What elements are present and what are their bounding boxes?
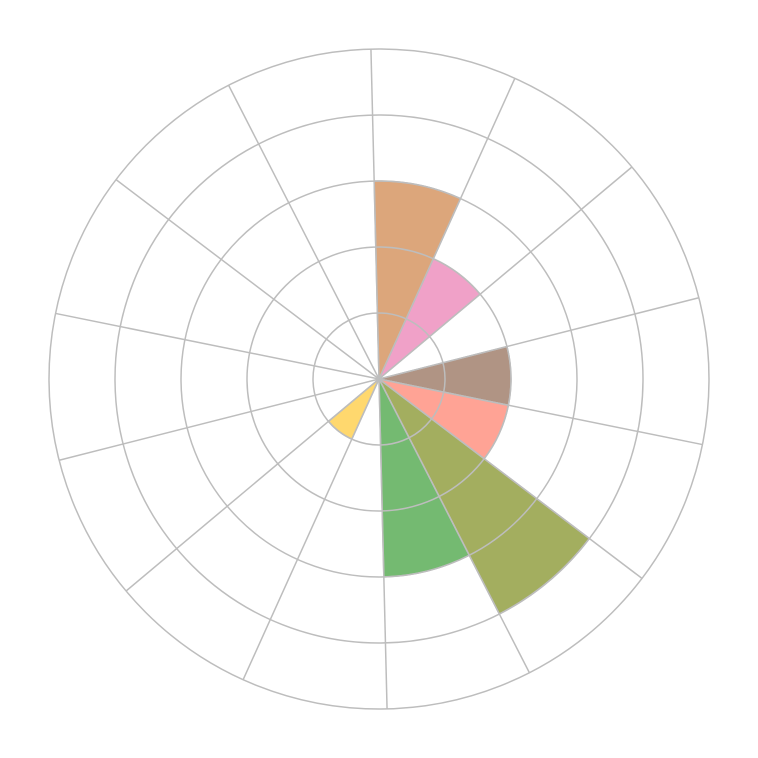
angular-gridline bbox=[115, 179, 380, 380]
radial-gridline bbox=[312, 312, 446, 446]
bar-sector-8 bbox=[327, 378, 380, 441]
radial-gridline bbox=[180, 180, 578, 578]
radial-gridline bbox=[246, 246, 512, 512]
angular-gridline bbox=[378, 378, 388, 709]
angular-gridline bbox=[125, 378, 380, 592]
angular-gridline bbox=[370, 49, 380, 380]
angular-gridline bbox=[378, 297, 700, 380]
grid-layer bbox=[48, 48, 710, 710]
radial-gridline bbox=[48, 48, 710, 710]
bars-layer bbox=[327, 180, 591, 615]
angular-gridline bbox=[378, 77, 516, 380]
angular-gridline bbox=[378, 378, 703, 446]
angular-gridline bbox=[378, 166, 633, 380]
angular-gridline bbox=[378, 378, 531, 674]
angular-gridline bbox=[242, 378, 380, 681]
angular-gridline bbox=[227, 84, 380, 380]
angular-gridline bbox=[55, 312, 380, 380]
angular-gridline bbox=[58, 378, 380, 461]
angular-gridline bbox=[378, 378, 643, 579]
radial-gridline bbox=[114, 114, 644, 644]
